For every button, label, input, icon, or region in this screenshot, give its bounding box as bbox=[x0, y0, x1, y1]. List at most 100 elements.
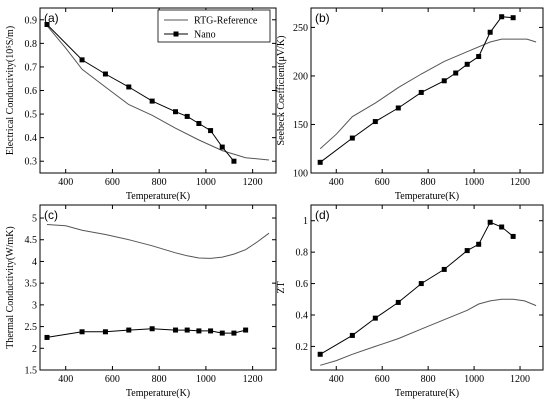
x-tick-label: 1200 bbox=[510, 177, 530, 188]
y-axis-label: Thermal Conductivity(W/mK) bbox=[5, 226, 16, 348]
x-tick-label: 800 bbox=[152, 177, 167, 188]
data-point-nano bbox=[487, 29, 493, 35]
data-point-nano bbox=[464, 61, 470, 67]
data-point-nano bbox=[149, 326, 155, 332]
y-tick-label: 2.5 bbox=[25, 322, 38, 333]
chart-panel-4: 400 600 800 1000 1200 0.2 0.4 0.6 0.8 1 Temperatur… bbox=[276, 204, 544, 399]
panel-label: (b) bbox=[315, 11, 330, 25]
data-point-nano bbox=[102, 71, 108, 77]
x-tick-label: 800 bbox=[152, 374, 167, 385]
data-point-nano bbox=[231, 158, 237, 164]
data-point-nano bbox=[184, 327, 190, 333]
data-point-nano bbox=[317, 159, 323, 165]
series-line-nano bbox=[46, 24, 235, 162]
x-tick-label: 1000 bbox=[464, 374, 484, 385]
data-point-nano bbox=[126, 327, 132, 333]
chart-panel-2: 400 600 800 1000 1200 100 150 200 250 Temperature… bbox=[276, 7, 544, 202]
x-axis-label: Temperature(K) bbox=[126, 388, 190, 399]
x-tick-label: 800 bbox=[421, 374, 436, 385]
y-axis-label: Electrical Conductivity(10⁵S/m) bbox=[5, 26, 16, 155]
x-axis-label: Temperature(K) bbox=[395, 388, 459, 399]
data-point-nano bbox=[126, 84, 132, 90]
y-tick-label: 250 bbox=[293, 23, 308, 34]
series-line-rtg-reference bbox=[46, 224, 270, 259]
plot-frame bbox=[310, 204, 544, 371]
panel-label: (d) bbox=[315, 208, 330, 222]
data-point-nano bbox=[395, 299, 401, 305]
data-point-nano bbox=[149, 98, 155, 104]
data-point-nano bbox=[476, 241, 482, 247]
x-tick-label: 400 bbox=[329, 177, 344, 188]
legend-label-nano: Nano bbox=[194, 30, 216, 41]
legend-label-rtg-reference: RTG-Reference bbox=[194, 16, 258, 27]
data-point-nano bbox=[102, 329, 108, 335]
chart-panel-3: 400 600 800 1000 1200 1.5 2 2.5 3 3.5 4 4.5 5 Tempera… bbox=[5, 204, 277, 399]
data-point-nano bbox=[372, 315, 378, 321]
data-point-nano bbox=[79, 329, 85, 335]
panel-label: (a) bbox=[44, 11, 59, 25]
series-line-nano bbox=[46, 328, 246, 338]
data-point-nano bbox=[510, 233, 516, 239]
y-tick-label: 0.8 bbox=[25, 39, 38, 50]
series-line-rtg-reference bbox=[320, 298, 537, 366]
data-point-nano bbox=[395, 105, 401, 111]
y-tick-label: 3 bbox=[32, 300, 37, 311]
series-line-nano bbox=[319, 221, 514, 355]
data-point-nano bbox=[349, 332, 355, 338]
data-point-nano bbox=[219, 330, 225, 336]
data-point-nano bbox=[418, 89, 424, 95]
legend: RTG-Reference Nano bbox=[157, 9, 271, 43]
y-tick-label: 100 bbox=[293, 169, 308, 180]
x-tick-label: 1000 bbox=[196, 177, 216, 188]
y-tick-label: 4.5 bbox=[25, 235, 38, 246]
data-point-nano bbox=[487, 219, 493, 225]
x-tick-label: 600 bbox=[375, 177, 390, 188]
data-point-nano bbox=[510, 15, 516, 21]
data-point-nano bbox=[231, 330, 237, 336]
series-line-rtg-reference bbox=[319, 38, 537, 150]
data-point-nano bbox=[349, 135, 355, 141]
data-point-nano bbox=[464, 248, 470, 254]
x-tick-label: 600 bbox=[375, 374, 390, 385]
x-tick-label: 400 bbox=[329, 374, 344, 385]
y-tick-label: 0.7 bbox=[25, 62, 38, 73]
x-tick-label: 400 bbox=[58, 177, 73, 188]
data-point-nano bbox=[243, 327, 249, 333]
x-tick-label: 400 bbox=[58, 374, 73, 385]
data-point-nano bbox=[441, 266, 447, 272]
y-tick-label: 0.6 bbox=[25, 86, 38, 97]
y-tick-label: 0.4 bbox=[296, 311, 309, 322]
plot-frame bbox=[39, 204, 277, 371]
data-point-nano bbox=[418, 281, 424, 287]
data-point-nano bbox=[173, 109, 179, 115]
y-tick-label: 0.3 bbox=[25, 157, 38, 168]
data-point-nano bbox=[44, 334, 50, 340]
x-tick-label: 600 bbox=[105, 374, 120, 385]
data-point-nano bbox=[208, 328, 214, 334]
data-point-nano bbox=[219, 144, 225, 150]
legend-box bbox=[157, 9, 271, 43]
y-tick-label: 1 bbox=[303, 216, 308, 227]
x-axis-label: Temperature(K) bbox=[395, 191, 459, 202]
x-axis-label: Temperature(K) bbox=[126, 191, 190, 202]
y-tick-label: 0.6 bbox=[296, 279, 309, 290]
data-point-nano bbox=[173, 327, 179, 333]
x-tick-label: 1000 bbox=[464, 177, 484, 188]
data-point-nano bbox=[44, 22, 50, 27]
y-tick-label: 0.4 bbox=[25, 133, 38, 144]
x-tick-label: 1200 bbox=[510, 374, 530, 385]
data-point-nano bbox=[441, 78, 447, 84]
y-tick-label: 5 bbox=[32, 214, 37, 225]
data-point-nano bbox=[208, 128, 214, 134]
plot-frame bbox=[310, 7, 544, 174]
x-tick-label: 600 bbox=[105, 177, 120, 188]
data-point-nano bbox=[184, 113, 190, 119]
y-tick-label: 0.8 bbox=[296, 248, 309, 259]
x-tick-label: 800 bbox=[421, 177, 436, 188]
y-tick-label: 0.2 bbox=[296, 342, 309, 353]
y-tick-label: 0.5 bbox=[25, 110, 38, 121]
data-point-nano bbox=[79, 57, 85, 63]
y-tick-label: 4 bbox=[32, 257, 37, 268]
y-tick-label: 150 bbox=[293, 120, 308, 131]
data-point-nano bbox=[499, 224, 505, 230]
